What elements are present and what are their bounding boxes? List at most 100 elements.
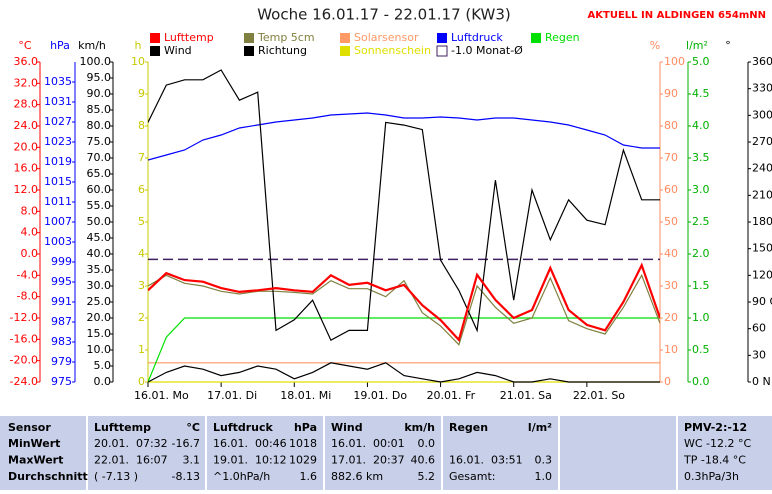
y-tick-label: 20.0 (14, 140, 39, 153)
y-tick-label: 12.0 (14, 183, 39, 196)
y-tick-label: 70.0 (87, 151, 112, 164)
table-cell: 17.01. 20:37 (331, 454, 405, 467)
legend-swatch (340, 33, 350, 43)
series-line (148, 273, 660, 346)
y-tick-label: 0.0 (692, 375, 710, 388)
legend-label: Lufttemp (164, 31, 214, 44)
x-tick-label: 20.01. Fr (427, 389, 476, 402)
y-tick-label: 180 S (752, 215, 772, 228)
table-header: Sensor (8, 421, 51, 434)
y-tick-label: 40 (664, 247, 678, 260)
y-tick-label: 1 (138, 343, 145, 356)
axis-unit: hPa (50, 39, 70, 52)
x-tick-label: 18.01. Mi (280, 389, 331, 402)
table-cell: 19.01. 10:12 (213, 454, 287, 467)
table-cell: 1.0 (535, 470, 553, 483)
y-tick-label: 50 (664, 215, 678, 228)
y-tick-label: 3.0 (692, 183, 710, 196)
legend-swatch (531, 33, 541, 43)
y-tick-label: 5.0 (94, 359, 112, 372)
y-tick-label: 0 N (752, 375, 771, 388)
y-tick-label: 80 (664, 119, 678, 132)
table-cell: 0.3 (535, 454, 553, 467)
y-tick-label: 1015 (44, 175, 72, 188)
plot-area (148, 62, 660, 382)
table-cell: ( -7.13 ) (94, 470, 138, 483)
table-cell: 882.6 km (331, 470, 383, 483)
table-cell: 16.01. 00:01 (331, 437, 405, 450)
table-cell: 0.3hPa/3h (684, 470, 739, 483)
table-cell: TP -18.4 °C (683, 454, 746, 467)
y-tick-label: 60.0 (87, 183, 112, 196)
y-tick-label: 0.0 (94, 375, 112, 388)
table-cell: MinWert (8, 437, 60, 450)
y-tick-label: -16.0 (10, 332, 38, 345)
y-tick-label: 0 (138, 375, 145, 388)
table-cell: WC -12.2 °C (684, 437, 752, 450)
y-tick-label: 1003 (44, 235, 72, 248)
y-tick-label: 1007 (44, 215, 72, 228)
x-tick-label: 17.01. Di (207, 389, 257, 402)
table-cell: ^1.0hPa/h (213, 470, 270, 483)
y-tick-label: 5.0 (692, 55, 710, 68)
y-tick-label: 28.0 (14, 98, 39, 111)
y-tick-label: 150 (752, 242, 772, 255)
y-tick-label: 987 (51, 315, 72, 328)
y-tick-label: 16.0 (14, 162, 39, 175)
y-tick-label: 979 (51, 355, 72, 368)
y-tick-label: 9 (138, 87, 145, 100)
table-cell: 5.2 (418, 470, 436, 483)
y-tick-label: 1031 (44, 95, 72, 108)
y-tick-label: 36.0 (14, 55, 39, 68)
y-tick-label: 3.5 (692, 151, 710, 164)
y-tick-label: 60 (664, 183, 678, 196)
legend-label: Luftdruck (451, 31, 503, 44)
table-cell: 1.6 (300, 470, 318, 483)
y-tick-label: 75.0 (87, 135, 112, 148)
y-tick-label: 24.0 (14, 119, 39, 132)
y-tick-label: 60 (752, 322, 766, 335)
y-tick-label: 100 (664, 55, 685, 68)
series-line (148, 262, 660, 343)
table-header: l/m² (528, 421, 552, 434)
series-line (148, 362, 660, 383)
y-tick-label: 55.0 (87, 199, 112, 212)
y-tick-label: 991 (51, 295, 72, 308)
y-tick-label: 8 (138, 119, 145, 132)
y-tick-label: 90 (664, 87, 678, 100)
y-tick-label: 1011 (44, 195, 72, 208)
table-cell: Durchschnitt (8, 470, 88, 483)
y-tick-label: 65.0 (87, 167, 112, 180)
y-tick-label: -24.0 (10, 375, 38, 388)
table-header: Luftdruck (213, 421, 274, 434)
y-tick-label: 0 (664, 375, 671, 388)
legend-label: Temp 5cm (257, 31, 315, 44)
series-line (148, 112, 660, 161)
y-tick-label: 0.5 (692, 343, 710, 356)
legend-swatch (244, 33, 254, 43)
table-header: Wind (331, 421, 363, 434)
table-header: hPa (294, 421, 317, 434)
legend-label: Richtung (258, 44, 307, 57)
y-tick-label: 30 (664, 279, 678, 292)
y-tick-label: 85.0 (87, 103, 112, 116)
y-tick-label: 240 (752, 162, 772, 175)
axis-unit: % (650, 39, 660, 52)
table-cell: 22.01. 16:07 (94, 454, 168, 467)
legend-swatch (340, 46, 350, 56)
table-header: Regen (449, 421, 488, 434)
legend-label: Sonnenschein (354, 44, 431, 57)
series-line (148, 317, 660, 383)
y-tick-label: -8.0 (17, 290, 38, 303)
table-cell: 1029 (289, 454, 317, 467)
legend-swatch (437, 33, 447, 43)
y-tick-label: 300 (752, 108, 772, 121)
y-tick-label: 995 (51, 275, 72, 288)
y-tick-label: 32.0 (14, 76, 39, 89)
series-line (148, 69, 660, 342)
axis-unit: °C (18, 39, 32, 52)
y-tick-label: 8.0 (21, 204, 39, 217)
y-tick-label: 80.0 (87, 119, 112, 132)
